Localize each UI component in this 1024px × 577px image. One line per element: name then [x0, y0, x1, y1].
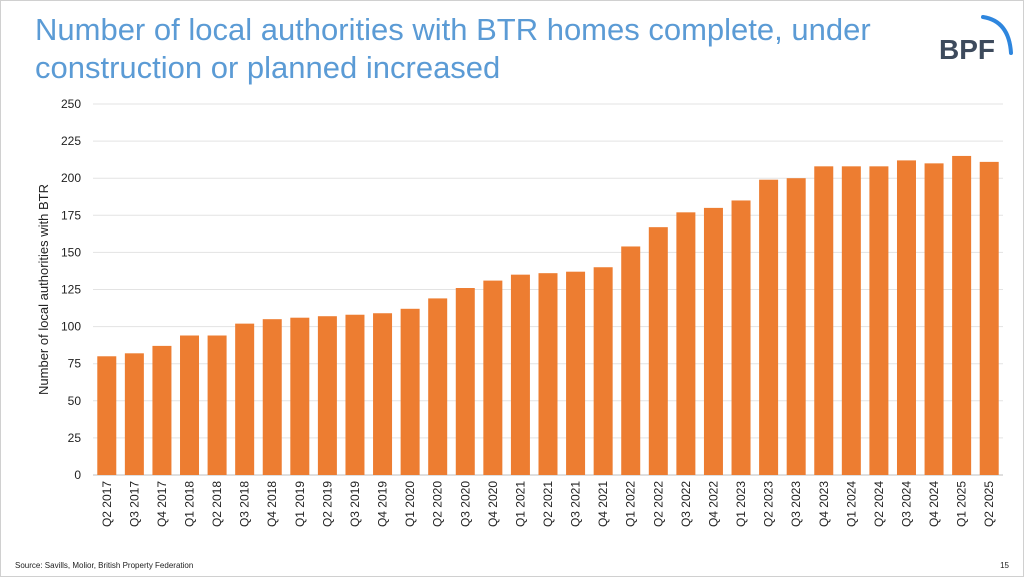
- x-tick-label: Q2 2021: [541, 481, 555, 527]
- x-tick-label: Q3 2019: [348, 481, 362, 527]
- logo-arc: [981, 15, 1013, 55]
- y-tick-label: 100: [61, 320, 81, 334]
- y-tick-label: 225: [61, 134, 81, 148]
- bar: [869, 166, 889, 475]
- bar: [979, 161, 999, 475]
- x-tick-label: Q3 2021: [569, 481, 583, 527]
- x-tick-label: Q4 2018: [265, 481, 279, 527]
- bar: [841, 166, 861, 475]
- slide-title: Number of local authorities with BTR hom…: [35, 12, 871, 85]
- x-tick-label: Q3 2022: [679, 481, 693, 527]
- bar: [593, 267, 613, 475]
- x-tick-label: Q2 2019: [320, 481, 334, 527]
- y-axis-label: Number of local authorities with BTR: [36, 184, 51, 395]
- bar: [566, 271, 586, 475]
- y-tick-label: 150: [61, 245, 81, 259]
- bar: [621, 246, 641, 475]
- y-tick-label: 75: [68, 357, 82, 371]
- x-tick-label: Q4 2024: [927, 481, 941, 527]
- y-tick-label: 0: [74, 468, 81, 482]
- bar: [786, 178, 806, 475]
- x-tick-label: Q2 2022: [651, 481, 665, 527]
- x-tick-label: Q4 2019: [376, 481, 390, 527]
- x-tick-label: Q2 2024: [872, 481, 886, 527]
- bar: [124, 353, 144, 475]
- y-tick-label: 175: [61, 208, 81, 222]
- bar: [400, 308, 420, 475]
- x-tick-label: Q1 2024: [844, 481, 858, 527]
- bar: [152, 345, 172, 475]
- bar: [180, 335, 200, 475]
- x-tick-label: Q1 2025: [955, 481, 969, 527]
- bar: [483, 280, 503, 475]
- bar: [235, 323, 255, 475]
- bar: [207, 335, 227, 475]
- bpf-logo: BPF: [939, 15, 1013, 65]
- x-tick-label: Q2 2018: [210, 481, 224, 527]
- x-tick-label: Q3 2017: [127, 481, 141, 527]
- x-tick-label: Q4 2023: [817, 481, 831, 527]
- x-tick-label: Q3 2018: [238, 481, 252, 527]
- logo-text: BPF: [939, 34, 995, 65]
- x-tick-label: Q1 2020: [403, 481, 417, 527]
- x-tick-label: Q1 2023: [734, 481, 748, 527]
- bar: [373, 313, 393, 475]
- x-tick-label: Q3 2024: [899, 481, 913, 527]
- y-tick-label: 25: [68, 431, 82, 445]
- bar: [510, 274, 530, 475]
- bar: [952, 155, 972, 475]
- x-tick-label: Q2 2025: [982, 481, 996, 527]
- bar: [924, 163, 944, 476]
- y-tick-label: 125: [61, 283, 81, 297]
- bar: [428, 298, 448, 475]
- y-tick-label: 250: [61, 97, 81, 111]
- y-tick-label: 200: [61, 171, 81, 185]
- x-tick-label: Q1 2018: [183, 481, 197, 527]
- x-tick-label: Q4 2021: [596, 481, 610, 527]
- source-note: Source: Savills, Molior, British Propert…: [15, 561, 194, 570]
- bar: [814, 166, 834, 475]
- x-tick-label: Q2 2020: [431, 481, 445, 527]
- x-tick-label: Q4 2022: [706, 481, 720, 527]
- bar: [648, 227, 668, 475]
- bar: [759, 179, 779, 475]
- bar: [317, 316, 337, 475]
- x-tick-label: Q4 2020: [486, 481, 500, 527]
- bar: [290, 317, 310, 475]
- bar: [896, 160, 916, 475]
- y-tick-label: 50: [68, 394, 82, 408]
- page-number: 15: [1000, 561, 1009, 570]
- x-tick-label: Q2 2023: [762, 481, 776, 527]
- bar: [731, 200, 751, 475]
- bar: [538, 273, 558, 475]
- x-tick-label: Q3 2023: [789, 481, 803, 527]
- bar: [262, 319, 282, 475]
- x-tick-label: Q3 2020: [458, 481, 472, 527]
- x-tick-label: Q2 2017: [100, 481, 114, 527]
- bar: [455, 288, 475, 475]
- bar: [345, 314, 365, 475]
- x-tick-label: Q1 2019: [293, 481, 307, 527]
- bar: [676, 212, 696, 475]
- x-tick-label: Q1 2022: [624, 481, 638, 527]
- bar: [97, 356, 117, 475]
- x-tick-label: Q4 2017: [155, 481, 169, 527]
- x-tick-label: Q1 2021: [513, 481, 527, 527]
- bar: [703, 207, 723, 475]
